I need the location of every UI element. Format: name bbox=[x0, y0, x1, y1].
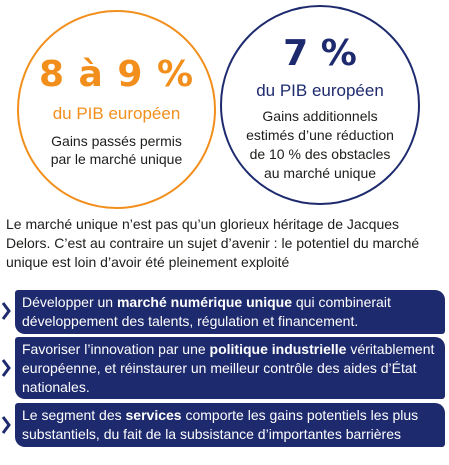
recommendation-text: véritablement européenne, et réinstaurer… bbox=[22, 341, 435, 395]
recommendation-highlight: marché numérique unique bbox=[116, 294, 292, 310]
additional-gains-subtitle: du PIB européen bbox=[256, 81, 384, 100]
additional-gains-line: de 10 % des obstacles bbox=[249, 146, 391, 162]
recommendation-highlight: politique industrielle bbox=[209, 341, 347, 357]
past-gains-description: Gains passés permis par le marché unique bbox=[19, 132, 214, 168]
chevron-right-icon bbox=[1, 416, 11, 434]
past-gains-line: Gains passés permis bbox=[51, 133, 182, 149]
recommendation-text: Développer un bbox=[22, 294, 117, 310]
recommendation-box: Favoriser l’innovation par une politique… bbox=[15, 337, 445, 399]
recommendation-text: qui combinerait développement des talent… bbox=[22, 294, 391, 329]
past-gains-line: par le marché unique bbox=[50, 151, 183, 167]
additional-gains-line: au marché unique bbox=[263, 165, 377, 181]
additional-gains-line: estimés d’une réduction bbox=[246, 127, 394, 143]
past-gains-circle: 8 à 9 % du PIB européen Gains passés per… bbox=[17, 10, 216, 209]
additional-gains-line: Gains additionnels bbox=[262, 108, 378, 124]
chevron-right-icon bbox=[1, 359, 11, 377]
past-gains-figure: 8 à 9 % bbox=[38, 54, 195, 95]
recommendation-text: Le segment des bbox=[22, 407, 126, 423]
chevron-right-icon bbox=[1, 302, 11, 320]
past-gains-subtitle: du PIB européen bbox=[52, 104, 181, 123]
additional-gains-figure: 7 % bbox=[283, 33, 357, 74]
recommendation-box: Le segment des services comporte les gai… bbox=[15, 403, 445, 447]
recommendation-text: comporte les gains potentiels les plus s… bbox=[22, 407, 419, 442]
recommendation-box: Développer un marché numérique unique qu… bbox=[15, 290, 445, 334]
additional-gains-description: Gains additionnels estimés d’une réducti… bbox=[222, 107, 418, 183]
recommendation-highlight: services bbox=[125, 407, 182, 423]
intro-text: Le marché unique n’est pas qu’un glorieu… bbox=[6, 216, 420, 270]
recommendation-text: Favoriser l’innovation par une bbox=[22, 341, 210, 357]
additional-gains-circle: 7 % du PIB européen Gains additionnels e… bbox=[220, 5, 420, 205]
